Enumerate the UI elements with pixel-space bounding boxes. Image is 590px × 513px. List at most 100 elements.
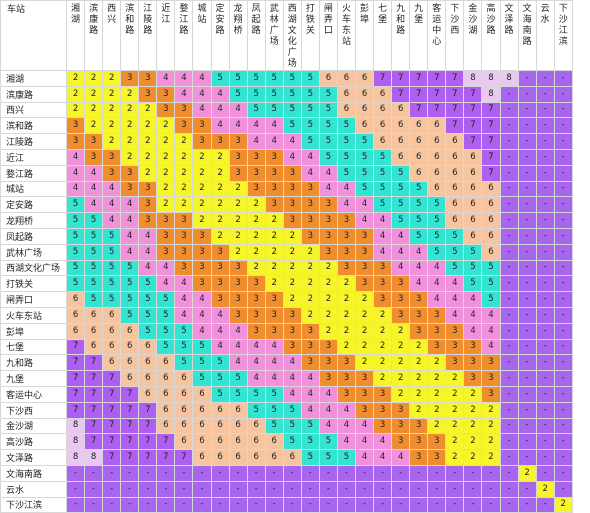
- fare-cell: -: [84, 464, 104, 482]
- fare-cell: 4: [192, 85, 212, 103]
- column-header-label: 近江: [161, 4, 171, 25]
- fare-cell: 2: [282, 291, 302, 308]
- fare-cell: -: [318, 480, 338, 498]
- fare-cell: -: [535, 385, 555, 403]
- fare-cell: 6: [174, 417, 194, 435]
- fare-cell: 2: [264, 275, 284, 293]
- fare-cell: 4: [300, 164, 320, 182]
- row-header-station: 客运中心: [0, 385, 67, 403]
- fare-cell: -: [499, 401, 519, 419]
- fare-cell: 2: [282, 243, 302, 261]
- column-header-station: 滨和路: [120, 0, 140, 71]
- fare-cell: -: [535, 417, 555, 435]
- fare-cell: -: [553, 370, 573, 387]
- fare-cell: -: [282, 496, 302, 513]
- fare-cell: -: [264, 496, 284, 513]
- fare-cell: -: [463, 464, 483, 482]
- fare-cell: 5: [102, 243, 122, 261]
- fare-cell: -: [517, 306, 537, 324]
- fare-cell: -: [517, 322, 537, 340]
- fare-cell: 5: [65, 243, 86, 261]
- fare-cell: 2: [84, 101, 104, 119]
- fare-cell: 2: [264, 212, 284, 229]
- fare-cell: -: [499, 101, 519, 119]
- fare-cell: -: [517, 259, 537, 277]
- fare-cell: 2: [174, 196, 194, 214]
- fare-cell: 2: [373, 354, 393, 372]
- fare-cell: -: [553, 433, 573, 451]
- fare-cell: -: [499, 354, 519, 372]
- fare-cell: 4: [174, 291, 194, 308]
- fare-cell: -: [553, 85, 573, 103]
- table-row: 近江 4 3 3 2 2 2 2 2 2 3 3 3 4 4 5 5 5 5 6 6 6 6 6 7- - - -: [0, 148, 573, 166]
- row-header-station: 下沙西: [0, 401, 67, 419]
- fare-cell: 4: [228, 322, 248, 340]
- fare-cell: 2: [228, 180, 248, 198]
- fare-cell: 4: [373, 433, 393, 451]
- fare-cell: 2: [102, 133, 122, 150]
- fare-cell: 5: [391, 196, 411, 214]
- fare-cell: 6: [102, 354, 122, 372]
- fare-cell: 5: [336, 117, 357, 135]
- fare-cell: 5: [174, 338, 194, 356]
- fare-cell: -: [499, 133, 519, 150]
- fare-cell: 2: [228, 212, 248, 229]
- fare-cell: -: [553, 259, 573, 277]
- fare-cell: 4: [463, 291, 483, 308]
- fare-cell: 5: [409, 196, 429, 214]
- fare-cell: 8: [481, 85, 501, 103]
- fare-cell: 7: [84, 417, 104, 435]
- fare-cell: -: [517, 417, 537, 435]
- fare-cell: -: [517, 291, 537, 308]
- fare-cell: 5: [138, 306, 158, 324]
- fare-cell: -: [138, 480, 158, 498]
- fare-cell: 4: [282, 133, 302, 150]
- row-header-station: 滨康路: [0, 85, 67, 103]
- fare-cell: 3: [409, 449, 429, 466]
- fare-cell: 7: [102, 433, 122, 451]
- fare-cell: 4: [210, 117, 230, 135]
- fare-cell: 6: [174, 401, 194, 419]
- fare-cell: 5: [445, 259, 465, 277]
- fare-cell: 7: [445, 85, 465, 103]
- fare-cell: -: [517, 212, 537, 229]
- fare-cell: 5: [264, 401, 284, 419]
- fare-cell: 6: [84, 306, 104, 324]
- fare-cell: 2: [300, 243, 320, 261]
- fare-cell: 4: [65, 148, 86, 166]
- fare-cell: -: [535, 370, 555, 387]
- table-row: 城站 4 4 4 3 3 2 2 2 2 2 3 3 3 3 4 4 5 5 5 5 6 6 6 6- - - -: [0, 180, 573, 198]
- fare-cell: 6: [481, 227, 501, 245]
- fare-cell: 2: [445, 417, 465, 435]
- fare-cell: 4: [354, 449, 375, 466]
- fare-cell: 2: [210, 148, 230, 166]
- fare-cell: -: [499, 496, 519, 513]
- fare-cell: 2: [318, 322, 338, 340]
- fare-cell: -: [517, 275, 537, 293]
- fare-cell: -: [535, 322, 555, 340]
- fare-cell: 4: [210, 306, 230, 324]
- fare-cell: -: [553, 338, 573, 356]
- fare-cell: 2: [481, 401, 501, 419]
- fare-cell: 6: [156, 417, 176, 435]
- fare-cell: 7: [65, 385, 86, 403]
- fare-cell: -: [373, 480, 393, 498]
- fare-cell: 2: [156, 180, 176, 198]
- fare-cell: -: [120, 464, 140, 482]
- row-header-station: 云水: [0, 480, 67, 498]
- fare-cell: 3: [282, 322, 302, 340]
- fare-cell: 3: [481, 370, 501, 387]
- fare-cell: 3: [156, 212, 176, 229]
- fare-cell: 5: [373, 148, 393, 166]
- fare-cell: 2: [391, 385, 411, 403]
- fare-cell: 3: [264, 322, 284, 340]
- fare-cell: 7: [102, 401, 122, 419]
- fare-cell: 7: [463, 117, 483, 135]
- fare-cell: 5: [300, 133, 320, 150]
- fare-cell: 3: [463, 338, 483, 356]
- fare-cell: 6: [65, 306, 86, 324]
- fare-cell: 3: [174, 101, 194, 119]
- fare-cell: 4: [102, 212, 122, 229]
- fare-cell: -: [445, 496, 465, 513]
- fare-cell: -: [517, 338, 537, 356]
